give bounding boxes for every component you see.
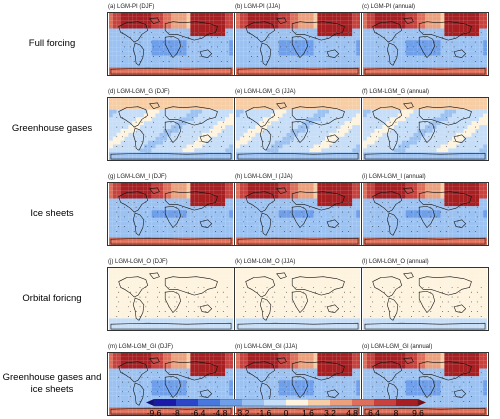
temperature-map bbox=[234, 12, 362, 76]
colorbar-segment bbox=[396, 399, 419, 406]
temperature-map bbox=[234, 97, 362, 161]
panel-title: (i) LGM-LGM_I (annual) bbox=[362, 174, 426, 180]
panel-title: (n) LGM-LGM_GI (JJA) bbox=[235, 344, 298, 350]
colorbar-segment bbox=[176, 399, 199, 406]
panel-title: (m) LGM-LGM_GI (DJF) bbox=[108, 344, 173, 350]
colorbar-tick-label: 4.8 bbox=[346, 408, 358, 417]
row-label: Orbital foricng bbox=[22, 293, 82, 304]
row-label: Ice sheets bbox=[30, 208, 74, 219]
colorbar-tick-label: 3.2 bbox=[324, 408, 336, 417]
panel-title: (l) LGM-LGM_O (annual) bbox=[362, 259, 429, 265]
colorbar-tick-label: 6.4 bbox=[368, 408, 380, 417]
temperature-map bbox=[107, 97, 235, 161]
colorbar-segment bbox=[352, 399, 375, 406]
colorbar-segment bbox=[242, 399, 265, 406]
map-panel: (d) LGM-LGM_G (DJF) bbox=[107, 89, 235, 161]
panel-title: (k) LGM-LGM_O (JJA) bbox=[235, 259, 296, 265]
panel-title: (a) LGM-PI (DJF) bbox=[108, 4, 155, 10]
map-panel: (g) LGM-LGM_I (DJF) bbox=[107, 174, 235, 246]
map-panel: (i) LGM-LGM_I (annual) bbox=[361, 174, 489, 246]
colorbar-segment bbox=[330, 399, 353, 406]
temperature-map bbox=[234, 267, 362, 331]
temperature-map bbox=[107, 12, 235, 76]
temperature-map bbox=[107, 182, 235, 246]
temperature-map bbox=[234, 352, 362, 416]
colorbar-segment bbox=[220, 399, 243, 406]
map-panel: (j) LGM-LGM_O (DJF) bbox=[107, 259, 235, 331]
temperature-map bbox=[107, 267, 235, 331]
map-panel: (e) LGM-LGM_G (JJA) bbox=[234, 89, 362, 161]
colorbar-tick-label: -1.6 bbox=[257, 408, 272, 417]
colorbar-tick-label: 0 bbox=[284, 408, 289, 417]
colorbar-segment bbox=[374, 399, 397, 406]
colorbar-segment bbox=[198, 399, 221, 406]
colorbar-segment bbox=[264, 399, 287, 406]
colorbar-tick-label: -4.8 bbox=[213, 408, 228, 417]
colorbar-max-arrow bbox=[418, 399, 426, 406]
colorbar-min-arrow bbox=[146, 399, 154, 406]
panel-title: (o) LGM-LGM_GI (annual) bbox=[362, 344, 433, 350]
map-panel: (k) LGM-LGM_O (JJA) bbox=[234, 259, 362, 331]
colorbar-tick-label: 8 bbox=[394, 408, 399, 417]
panel-title: (g) LGM-LGM_I (DJF) bbox=[108, 174, 167, 180]
panel-title: (b) LGM-PI (JJA) bbox=[235, 4, 281, 10]
panel-title: (c) LGM-PI (annual) bbox=[362, 4, 416, 10]
row-label: Greenhouse gases bbox=[11, 123, 93, 134]
map-panel: (f) LGM-LGM_G (annual) bbox=[361, 89, 489, 161]
panel-title: (e) LGM-LGM_G (JJA) bbox=[235, 89, 296, 95]
temperature-map bbox=[361, 97, 489, 161]
row-label: Full forcing bbox=[28, 38, 76, 49]
colorbar-tick-label: 1.6 bbox=[302, 408, 314, 417]
row-label: Greenhouse gases and ice sheets bbox=[2, 372, 102, 395]
map-panel: (l) LGM-LGM_O (annual) bbox=[361, 259, 489, 331]
panel-title: (j) LGM-LGM_O (DJF) bbox=[108, 259, 168, 265]
panel-title: (f) LGM-LGM_G (annual) bbox=[362, 89, 430, 95]
map-panel: (a) LGM-PI (DJF) bbox=[107, 4, 235, 76]
colorbar-tick-label: 9.6 bbox=[412, 408, 424, 417]
colorbar: -9.6 -8 -6.4 -4.8 -3.2 -1.6 0 1.6 3.2 4.8 6.4 8 9.6 bbox=[146, 399, 426, 417]
colorbar-tick-label: -8 bbox=[172, 408, 180, 417]
colorbar-tick-label: -9.6 bbox=[147, 408, 162, 417]
colorbar-segment bbox=[286, 399, 309, 406]
temperature-map bbox=[361, 12, 489, 76]
map-panel: (h) LGM-LGM_I (JJA) bbox=[234, 174, 362, 246]
map-panel: (c) LGM-PI (annual) bbox=[361, 4, 489, 76]
colorbar-segment bbox=[308, 399, 331, 406]
colorbar-tick-label: -3.2 bbox=[235, 408, 250, 417]
map-panel: (b) LGM-PI (JJA) bbox=[234, 4, 362, 76]
map-panel: (n) LGM-LGM_GI (JJA) bbox=[234, 344, 362, 416]
colorbar-tick-label: -6.4 bbox=[191, 408, 206, 417]
temperature-map bbox=[234, 182, 362, 246]
panel-title: (h) LGM-LGM_I (JJA) bbox=[235, 174, 293, 180]
panel-title: (d) LGM-LGM_G (DJF) bbox=[108, 89, 170, 95]
temperature-map bbox=[361, 267, 489, 331]
temperature-map bbox=[361, 182, 489, 246]
colorbar-segment bbox=[154, 399, 177, 406]
